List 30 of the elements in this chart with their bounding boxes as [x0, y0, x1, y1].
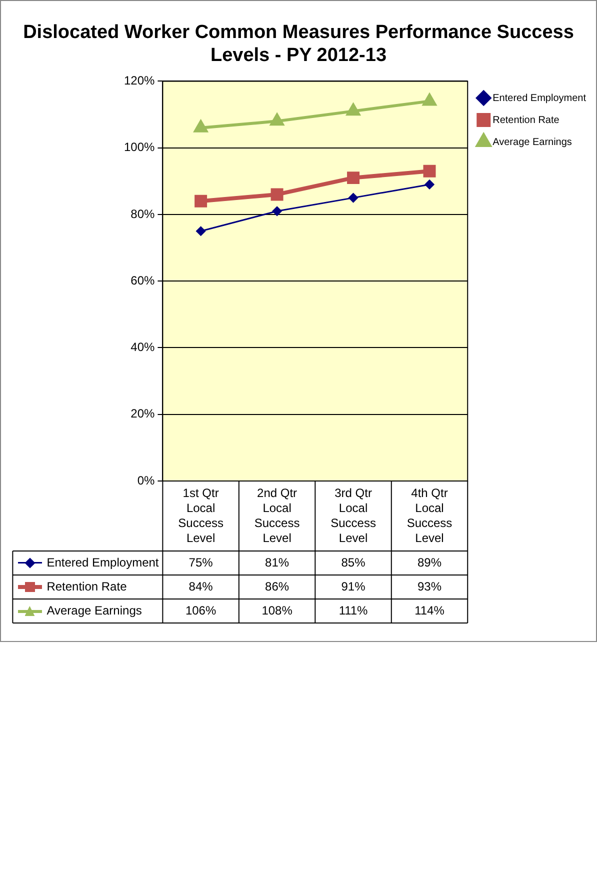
data-label: 86% [265, 579, 290, 594]
legend-label: Entered Employment [492, 92, 586, 104]
data-label: 75% [188, 555, 214, 570]
y-tick-label: 120% [124, 74, 156, 88]
data-label: 89% [417, 555, 442, 570]
legend-label: Retention Rate [492, 114, 560, 126]
y-tick-label: 40% [130, 340, 156, 354]
y-tick-label: 60% [130, 273, 156, 288]
data-label: 85% [341, 555, 366, 570]
x-tick-label: 3rd Qtr Local Success Level [330, 486, 376, 545]
x-tick-label: 1st Qtr Local Success Level [178, 486, 224, 545]
x-tick-label: 2nd Qtr Local Success Level [254, 486, 300, 545]
data-label: 91% [341, 579, 366, 594]
y-tick-label: 0% [137, 473, 156, 488]
y-tick-label: 80% [130, 206, 156, 221]
y-tick-label: 20% [130, 406, 156, 421]
data-label: 114% [414, 603, 445, 618]
data-label: 81% [265, 555, 290, 570]
data-label: 84% [188, 579, 214, 594]
x-tick-label: 4th Qtr Local Success Level [406, 486, 452, 545]
text: Average Earnings [46, 603, 142, 618]
text: Retention Rate [46, 579, 127, 594]
data-label: 106% [185, 603, 216, 618]
chart-title: Dislocated Worker Common Measures Performance Success Levels - PY 2012-13 [22, 21, 575, 67]
legend-label: Average Earnings [492, 136, 572, 148]
data-label: 111% [338, 603, 368, 618]
data-label: 93% [417, 579, 442, 594]
data-label: 108% [262, 603, 293, 618]
y-tick-label: 100% [124, 140, 156, 154]
text: Entered Employment [46, 555, 159, 570]
